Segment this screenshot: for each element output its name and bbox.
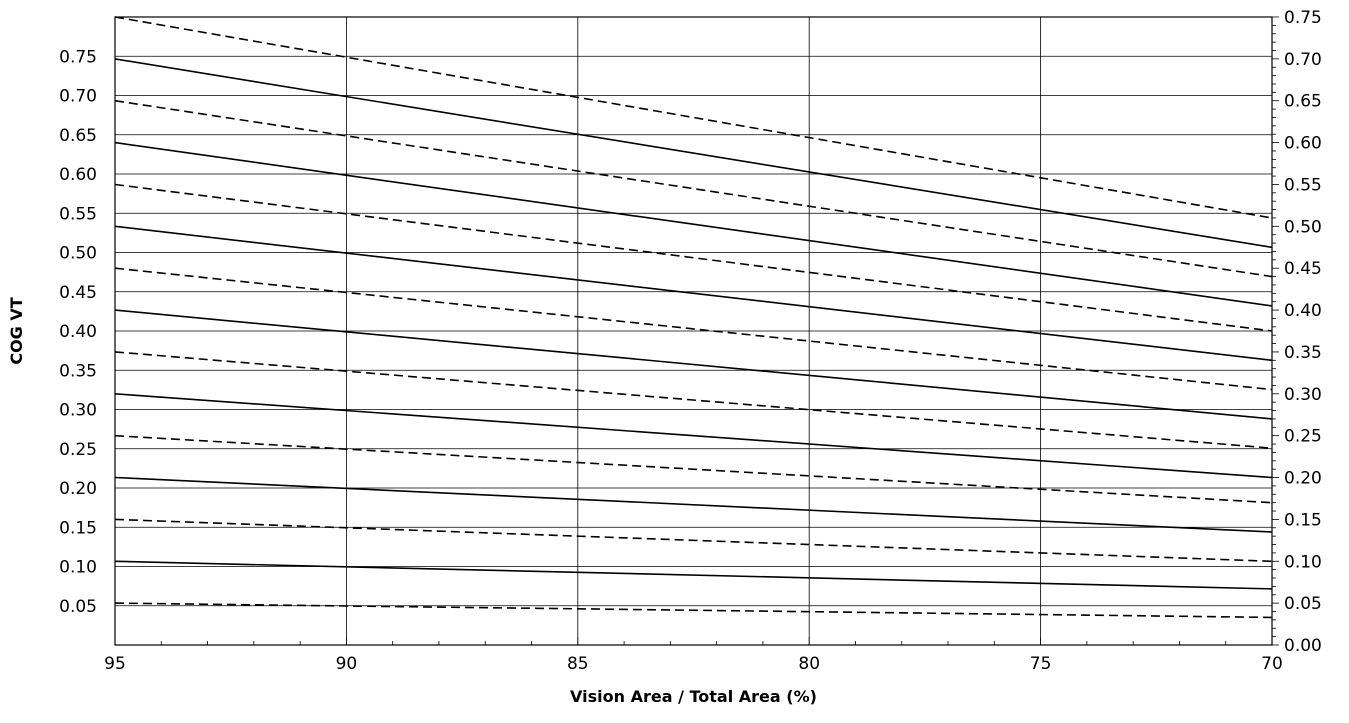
right-tick-label: 0.30 bbox=[1284, 385, 1322, 405]
series-line-4 bbox=[114, 141, 1273, 307]
series-line-9 bbox=[114, 351, 1273, 449]
right-tick-label: 0.00 bbox=[1284, 636, 1322, 656]
right-tick-label: 0.65 bbox=[1284, 92, 1322, 112]
right-tick-label: 0.55 bbox=[1284, 175, 1322, 195]
plot-frame bbox=[114, 16, 1273, 646]
series-line-7 bbox=[114, 267, 1273, 391]
right-tick-label: 0.60 bbox=[1284, 134, 1322, 154]
x-tick-label: 80 bbox=[798, 654, 820, 674]
x-tick-label: 70 bbox=[1261, 654, 1283, 674]
x-tick-label: 85 bbox=[567, 654, 589, 674]
right-tick-label: 0.35 bbox=[1284, 343, 1322, 363]
series-line-12 bbox=[114, 476, 1273, 533]
series-line-5 bbox=[114, 183, 1273, 332]
x-axis-title: Vision Area / Total Area (%) bbox=[570, 687, 817, 706]
series-line-10 bbox=[114, 393, 1273, 479]
x-tick-label: 95 bbox=[104, 654, 126, 674]
series-line-6 bbox=[114, 225, 1273, 362]
right-tick-label: 0.05 bbox=[1284, 594, 1322, 614]
x-tick-label: 90 bbox=[336, 654, 358, 674]
left-tick-label: 0.30 bbox=[59, 401, 97, 421]
right-tick-label: 0.20 bbox=[1284, 469, 1322, 489]
left-tick-label: 0.75 bbox=[59, 47, 97, 67]
series-line-14 bbox=[114, 560, 1273, 590]
right-tick-label: 0.40 bbox=[1284, 301, 1322, 321]
left-tick-label: 0.50 bbox=[59, 244, 97, 264]
left-tick-label: 0.70 bbox=[59, 87, 97, 107]
series-line-8 bbox=[114, 309, 1273, 420]
right-tick-label: 0.25 bbox=[1284, 427, 1322, 447]
grid bbox=[114, 17, 1273, 645]
left-tick-label: 0.25 bbox=[59, 440, 97, 460]
left-tick-label: 0.35 bbox=[59, 361, 97, 381]
series-line-2 bbox=[114, 58, 1273, 249]
series-group bbox=[114, 16, 1273, 619]
x-tick-label: 75 bbox=[1030, 654, 1052, 674]
right-tick-label: 0.75 bbox=[1284, 8, 1322, 28]
series-line-11 bbox=[114, 434, 1273, 504]
left-tick-label: 0.65 bbox=[59, 126, 97, 146]
left-tick-label: 0.10 bbox=[59, 558, 97, 578]
right-tick-label: 0.45 bbox=[1284, 259, 1322, 279]
left-tick-label: 0.20 bbox=[59, 479, 97, 499]
left-tick-label: 0.60 bbox=[59, 165, 97, 185]
left-tick-label: 0.05 bbox=[59, 597, 97, 617]
left-tick-labels: 0.75 0.70 0.65 0.60 0.55 0.50 0.45 0.40 0.35 0.30… bbox=[59, 47, 97, 617]
minor-ticks bbox=[114, 16, 1279, 646]
left-tick-label: 0.40 bbox=[59, 322, 97, 342]
series-line-15 bbox=[114, 602, 1273, 619]
series-line-13 bbox=[114, 518, 1273, 563]
left-tick-label: 0.55 bbox=[59, 204, 97, 224]
series-line-1 bbox=[114, 16, 1273, 219]
left-tick-label: 0.45 bbox=[59, 283, 97, 303]
right-tick-label: 0.15 bbox=[1284, 510, 1322, 530]
right-tick-labels: 0.75 0.70 0.65 0.60 0.55 0.50 0.45 0.40 0.35 0.30… bbox=[1284, 8, 1322, 656]
right-tick-label: 0.50 bbox=[1284, 217, 1322, 237]
y-axis-title: COG VT bbox=[7, 297, 26, 364]
right-tick-label: 0.10 bbox=[1284, 552, 1322, 572]
right-tick-label: 0.70 bbox=[1284, 50, 1322, 70]
left-tick-label: 0.15 bbox=[59, 518, 97, 538]
x-tick-labels: 95 90 85 80 75 70 bbox=[104, 654, 1283, 674]
